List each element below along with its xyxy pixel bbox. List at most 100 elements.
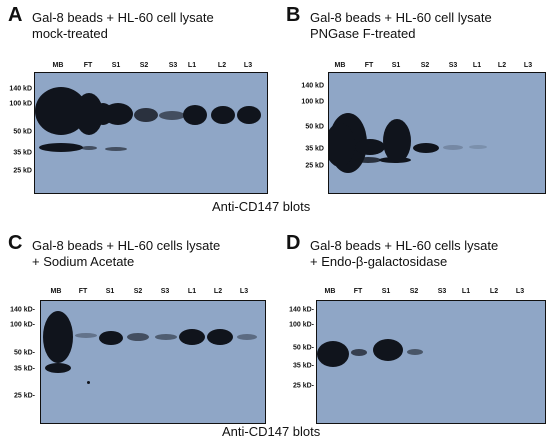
lane-label-l3: L3 [243, 62, 253, 69]
blot-band [355, 139, 385, 155]
marker-100: 100 kD [301, 98, 324, 106]
lane-label-mb: MB [324, 288, 336, 295]
panel-title-line1: Gal-8 beads + HL-60 cell lysate [32, 10, 214, 25]
lane-label-s3: S3 [160, 288, 170, 295]
panel-letter: B [286, 4, 301, 26]
molecular-weight-markers: 140 kD 100 kD 50 kD 35 kD 25 kD [284, 72, 324, 192]
blot-band [373, 339, 403, 361]
panel-letter: A [8, 4, 23, 26]
lane-label-l2: L2 [497, 62, 507, 69]
lane-label-s3: S3 [168, 62, 178, 69]
blot-band [351, 349, 367, 356]
lane-label-s2: S2 [133, 288, 143, 295]
marker-35: 35 kD- [13, 365, 35, 373]
panel-c: C Gal-8 beads + HL-60 cells lysate + Sod… [0, 226, 270, 426]
marker-140: 140 kD- [10, 306, 35, 314]
lane-label-l2: L2 [489, 288, 499, 295]
lane-label-s1: S1 [111, 62, 121, 69]
panel-title-line2: mock-treated [32, 26, 108, 41]
panel-title-line2: PNGase F-treated [310, 26, 416, 41]
blot-band [317, 341, 349, 367]
lane-label-s1: S1 [381, 288, 391, 295]
blot-band [43, 311, 73, 363]
lane-label-l2: L2 [213, 288, 223, 295]
molecular-weight-markers: 140 kD- 100 kD- 50 kD- 35 kD- 25 kD- [0, 300, 35, 420]
molecular-weight-markers: 140 kD- 100 kD- 50 kD- 35 kD- 25 kD- [274, 300, 314, 420]
lane-label-mb: MB [334, 62, 346, 69]
blot-band [443, 145, 463, 150]
lane-label-l3: L3 [523, 62, 533, 69]
blot-band [237, 334, 257, 340]
blot-band [159, 111, 185, 120]
lane-label-s2: S2 [139, 62, 149, 69]
panel-title-line1: Gal-8 beads + HL-60 cells lysate [32, 238, 221, 253]
marker-50: 50 kD- [292, 344, 314, 352]
marker-140: 140 kD- [289, 306, 314, 314]
blot-band [183, 105, 207, 125]
marker-25: 25 kD [305, 162, 324, 170]
lane-label-s2: S2 [409, 288, 419, 295]
panel-title-line2: + Endo-β-galactosidase [310, 254, 448, 269]
molecular-weight-markers: 140 kD 100 kD 50 kD 35 kD 25 kD [0, 72, 32, 194]
lane-label-s3: S3 [437, 288, 447, 295]
blot-band [207, 329, 233, 345]
lane-label-l3: L3 [515, 288, 525, 295]
lane-label-ft: FT [353, 288, 363, 295]
lane-label-ft: FT [83, 62, 93, 69]
blot-band [134, 108, 158, 122]
lane-label-ft: FT [78, 288, 88, 295]
lane-label-s3: S3 [448, 62, 458, 69]
blot-band [155, 334, 177, 340]
blot-band [99, 331, 123, 345]
panel-letter: D [286, 232, 301, 254]
marker-100: 100 kD- [10, 321, 35, 329]
lane-label-mb: MB [52, 62, 64, 69]
marker-25: 25 kD- [13, 392, 35, 400]
figure-caption-bottom: Anti-CD147 blots [222, 424, 321, 439]
blot-band [413, 143, 439, 153]
blot-band [75, 333, 97, 338]
blot-band [355, 157, 381, 163]
lane-label-l1: L1 [187, 62, 197, 69]
western-blot-membrane [34, 72, 268, 194]
lane-label-s1: S1 [391, 62, 401, 69]
blot-band [469, 145, 487, 149]
blot-band [87, 381, 90, 384]
panel-letter: C [8, 232, 23, 254]
panel-b: B Gal-8 beads + HL-60 cell lysate PNGase… [280, 0, 550, 200]
blot-band [211, 106, 235, 124]
marker-100: 100 kD [9, 100, 32, 108]
panel-title-line2: + Sodium Acetate [32, 254, 135, 269]
marker-35: 35 kD [305, 145, 324, 153]
blot-band [383, 119, 411, 163]
panel-title-line1: Gal-8 beads + HL-60 cells lysate [310, 238, 499, 253]
marker-50: 50 kD [305, 123, 324, 131]
lane-label-s2: S2 [420, 62, 430, 69]
panel-title-line1: Gal-8 beads + HL-60 cell lysate [310, 10, 492, 25]
blot-band [407, 349, 423, 355]
western-blot-membrane [328, 72, 546, 194]
blot-band [103, 103, 133, 125]
marker-100: 100 kD- [289, 321, 314, 329]
marker-25: 25 kD- [292, 382, 314, 390]
western-blot-membrane [316, 300, 546, 424]
blot-band [39, 143, 83, 152]
lane-label-l1: L1 [461, 288, 471, 295]
blot-band [45, 363, 71, 373]
blot-band [237, 106, 261, 124]
blot-band [81, 146, 97, 150]
lane-label-l3: L3 [239, 288, 249, 295]
panel-d: D Gal-8 beads + HL-60 cells lysate + End… [280, 226, 550, 426]
lane-label-l1: L1 [187, 288, 197, 295]
figure-caption-top: Anti-CD147 blots [212, 199, 311, 214]
panel-a: A Gal-8 beads + HL-60 cell lysate mock-t… [0, 0, 270, 200]
marker-140: 140 kD [9, 85, 32, 93]
marker-50: 50 kD [13, 128, 32, 136]
western-blot-membrane [40, 300, 266, 424]
marker-50: 50 kD- [13, 349, 35, 357]
marker-140: 140 kD [301, 82, 324, 90]
marker-35: 35 kD- [292, 362, 314, 370]
marker-35: 35 kD [13, 149, 32, 157]
lane-label-l1: L1 [472, 62, 482, 69]
lane-label-mb: MB [50, 288, 62, 295]
